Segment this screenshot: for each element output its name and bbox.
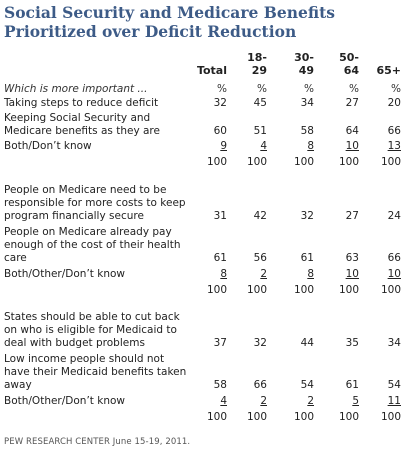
value-cell: 31 bbox=[213, 210, 227, 222]
value-cell: 11 bbox=[387, 395, 401, 407]
value-cell: 2 bbox=[260, 395, 267, 407]
total-cell: 100 bbox=[380, 284, 401, 296]
total-cell: 100 bbox=[338, 411, 359, 423]
value-cell: 61 bbox=[300, 252, 314, 264]
value-cell: 10 bbox=[345, 268, 359, 280]
col-header-50-64: 50- 64 bbox=[339, 51, 359, 77]
value-cell: 42 bbox=[253, 210, 267, 222]
title-line-1: Social Security and Medicare Benefits bbox=[4, 3, 336, 22]
row-label-text: People on Medicare need to be responsibl… bbox=[4, 184, 186, 222]
value-cell: 63 bbox=[345, 252, 359, 264]
value-cell: 32 bbox=[213, 97, 227, 109]
value-cell: 2 bbox=[260, 268, 267, 280]
col-header-65-plus: 65+ bbox=[376, 64, 401, 77]
column-headers: Total 18- 29 30- 49 50- 64 65+ bbox=[0, 48, 405, 80]
total-cell: 100 bbox=[206, 411, 227, 423]
value-cell: 51 bbox=[253, 125, 267, 137]
value-cell: 4 bbox=[220, 395, 227, 407]
pct-65-plus: % bbox=[391, 83, 401, 95]
value-cell: 5 bbox=[352, 395, 359, 407]
value-cell: 9 bbox=[220, 140, 227, 152]
value-cell: 54 bbox=[300, 379, 314, 391]
value-cell: 66 bbox=[253, 379, 267, 391]
value-cell: 10 bbox=[345, 140, 359, 152]
row-label-text: Both/Don’t know bbox=[4, 140, 92, 152]
row-label-text: Keeping Social Security and Medicare ben… bbox=[4, 112, 160, 137]
pct-total: % bbox=[217, 83, 227, 95]
row-label-text: Both/Other/Don’t know bbox=[4, 268, 125, 280]
value-cell: 27 bbox=[345, 97, 359, 109]
value-cell: 27 bbox=[345, 210, 359, 222]
pct-30-49: % bbox=[304, 83, 314, 95]
total-cell: 100 bbox=[206, 156, 227, 168]
value-cell: 56 bbox=[253, 252, 267, 264]
source-footer: PEW RESEARCH CENTER June 15-19, 2011. bbox=[4, 437, 191, 447]
value-cell: 35 bbox=[345, 337, 359, 349]
total-cell: 100 bbox=[206, 284, 227, 296]
question-prompt: Which is more important ... bbox=[4, 83, 148, 95]
row-label-text: Low income people should not have their … bbox=[4, 353, 187, 391]
value-cell: 60 bbox=[213, 125, 227, 137]
pct-18-29: % bbox=[257, 83, 267, 95]
value-cell: 64 bbox=[345, 125, 359, 137]
value-cell: 20 bbox=[387, 97, 401, 109]
row-label-text: People on Medicare already pay enough of… bbox=[4, 226, 181, 264]
value-cell: 58 bbox=[213, 379, 227, 391]
row-label-text: Both/Other/Don’t know bbox=[4, 395, 125, 407]
total-cell: 100 bbox=[338, 156, 359, 168]
value-cell: 24 bbox=[387, 210, 401, 222]
value-cell: 66 bbox=[387, 125, 401, 137]
value-cell: 61 bbox=[345, 379, 359, 391]
total-cell: 100 bbox=[246, 156, 267, 168]
value-cell: 2 bbox=[307, 395, 314, 407]
value-cell: 8 bbox=[220, 268, 227, 280]
value-cell: 32 bbox=[300, 210, 314, 222]
row-label-text: States should be able to cut back on who… bbox=[4, 311, 180, 349]
value-cell: 13 bbox=[387, 140, 401, 152]
value-cell: 34 bbox=[387, 337, 401, 349]
title-line-2: Prioritized over Deficit Reduction bbox=[4, 22, 297, 41]
total-cell: 100 bbox=[380, 411, 401, 423]
total-cell: 100 bbox=[293, 411, 314, 423]
page-title: Social Security and Medicare Benefits Pr… bbox=[4, 3, 404, 41]
value-cell: 4 bbox=[260, 140, 267, 152]
pct-50-64: % bbox=[349, 83, 359, 95]
row-label-text: Taking steps to reduce deficit bbox=[4, 97, 159, 109]
value-cell: 37 bbox=[213, 337, 227, 349]
total-cell: 100 bbox=[246, 284, 267, 296]
total-cell: 100 bbox=[380, 156, 401, 168]
value-cell: 10 bbox=[387, 268, 401, 280]
value-cell: 8 bbox=[307, 140, 314, 152]
value-cell: 44 bbox=[300, 337, 314, 349]
value-cell: 54 bbox=[387, 379, 401, 391]
value-cell: 32 bbox=[253, 337, 267, 349]
value-cell: 66 bbox=[387, 252, 401, 264]
total-cell: 100 bbox=[338, 284, 359, 296]
value-cell: 45 bbox=[253, 97, 267, 109]
value-cell: 58 bbox=[300, 125, 314, 137]
col-header-total: Total bbox=[196, 64, 227, 77]
col-header-30-49: 30- 49 bbox=[294, 51, 314, 77]
value-cell: 34 bbox=[300, 97, 314, 109]
total-cell: 100 bbox=[293, 156, 314, 168]
total-cell: 100 bbox=[246, 411, 267, 423]
value-cell: 61 bbox=[213, 252, 227, 264]
total-cell: 100 bbox=[293, 284, 314, 296]
value-cell: 8 bbox=[307, 268, 314, 280]
col-header-18-29: 18- 29 bbox=[247, 51, 267, 77]
